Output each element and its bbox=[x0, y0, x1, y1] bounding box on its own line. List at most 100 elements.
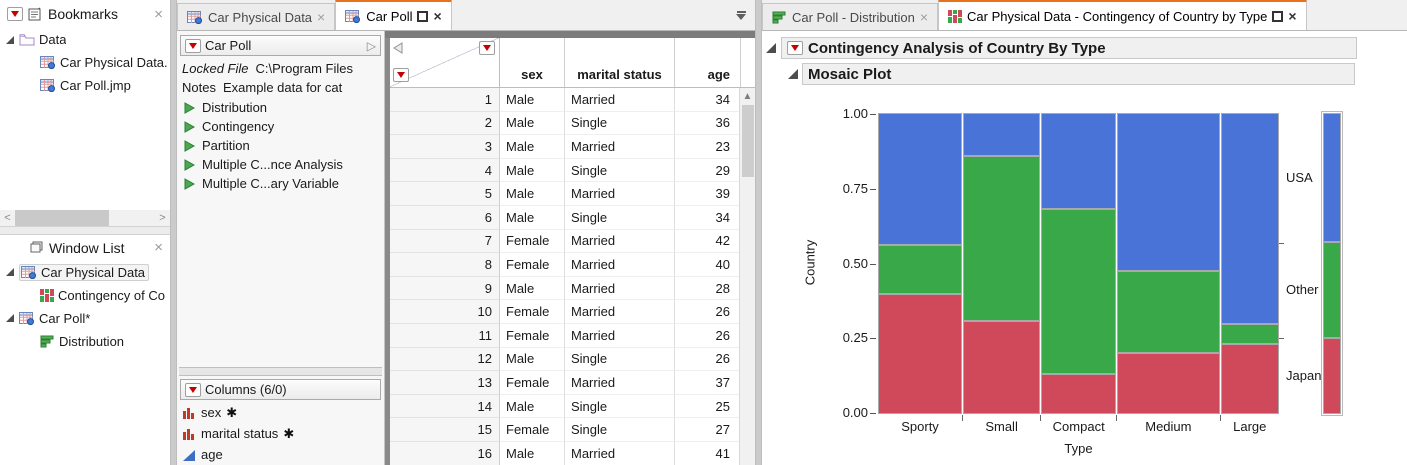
expander-icon[interactable] bbox=[5, 35, 15, 45]
cell-marital-status[interactable]: Single bbox=[565, 111, 675, 136]
run-script-icon[interactable] bbox=[184, 177, 195, 190]
run-script-icon[interactable] bbox=[184, 158, 195, 171]
row-number-cell[interactable]: 10 bbox=[390, 300, 500, 324]
cell-sex[interactable]: Male bbox=[500, 276, 565, 301]
cell-sex[interactable]: Male bbox=[500, 441, 565, 465]
row-number-cell[interactable]: 9 bbox=[390, 276, 500, 301]
mosaic-segment-other-sporty[interactable] bbox=[877, 244, 963, 295]
row-number-cell[interactable]: 7 bbox=[390, 229, 500, 254]
cell-age[interactable]: 28 bbox=[675, 277, 739, 301]
cell-marital-status[interactable]: Married bbox=[565, 371, 675, 395]
cell-marital-status[interactable]: Married bbox=[565, 253, 675, 277]
cell-age[interactable]: 27 bbox=[675, 418, 739, 442]
cell-marital-status[interactable]: Married bbox=[565, 276, 675, 301]
row-number-cell[interactable]: 2 bbox=[390, 111, 500, 136]
close-icon[interactable]: × bbox=[433, 8, 442, 24]
overall-segment-usa[interactable] bbox=[1323, 113, 1341, 242]
cell-sex[interactable]: Female bbox=[500, 418, 565, 442]
report-title-bar[interactable]: Contingency Analysis of Country By Type bbox=[781, 37, 1357, 59]
mosaic-segment-usa-medium[interactable] bbox=[1117, 112, 1220, 272]
window-item[interactable]: Car Physical Data bbox=[0, 261, 170, 284]
columns-menu-button[interactable] bbox=[393, 68, 409, 82]
cell-marital-status[interactable]: Single bbox=[565, 347, 675, 372]
mosaic-segment-usa-compact[interactable] bbox=[1041, 112, 1117, 210]
mosaic-segment-japan-sporty[interactable] bbox=[877, 294, 963, 414]
mosaic-segment-japan-medium[interactable] bbox=[1117, 352, 1220, 414]
cell-age[interactable]: 39 bbox=[675, 182, 739, 206]
cell-sex[interactable]: Male bbox=[500, 394, 565, 419]
row-number-cell[interactable]: 8 bbox=[390, 253, 500, 277]
tree-item-content[interactable]: Contingency of Co bbox=[40, 288, 165, 303]
cell-sex[interactable]: Female bbox=[500, 229, 565, 254]
mosaic-segment-usa-large[interactable] bbox=[1220, 112, 1279, 325]
mosaic-segment-other-medium[interactable] bbox=[1117, 271, 1220, 353]
cell-age[interactable]: 26 bbox=[675, 300, 739, 324]
bookmark-item[interactable]: Car Physical Data. bbox=[0, 51, 170, 74]
scroll-up-icon[interactable]: ▲ bbox=[742, 91, 753, 102]
cell-sex[interactable]: Male bbox=[500, 347, 565, 372]
cell-marital-status[interactable]: Married bbox=[565, 229, 675, 254]
chevron-right-icon[interactable]: ▷ bbox=[366, 38, 376, 53]
right-tab-car-physical-data-contingency-of-country-by-type[interactable]: Car Physical Data - Contingency of Count… bbox=[938, 0, 1307, 30]
cell-sex[interactable]: Female bbox=[500, 300, 565, 324]
row-number-cell[interactable]: 16 bbox=[390, 441, 500, 465]
window-item[interactable]: Car Poll* bbox=[0, 307, 170, 330]
row-number-cell[interactable]: 5 bbox=[390, 182, 500, 206]
cell-age[interactable]: 34 bbox=[675, 88, 739, 112]
expander-icon[interactable] bbox=[5, 267, 15, 277]
column-list-item[interactable]: marital status ✱ bbox=[179, 423, 382, 444]
table-script[interactable]: Contingency bbox=[179, 117, 382, 136]
tree-item-content[interactable]: Car Physical Data bbox=[19, 263, 150, 281]
mosaic-segment-other-large[interactable] bbox=[1220, 324, 1279, 345]
column-list-item[interactable]: sex ✱ bbox=[179, 402, 382, 423]
grid-vscrollbar[interactable]: ▲ bbox=[739, 88, 755, 465]
column-header-sex[interactable]: sex bbox=[500, 38, 565, 87]
report-menu-button[interactable] bbox=[787, 41, 803, 55]
cell-age[interactable]: 42 bbox=[675, 230, 739, 254]
cell-sex[interactable]: Male bbox=[500, 182, 565, 206]
cell-sex[interactable]: Male bbox=[500, 88, 565, 112]
close-icon[interactable]: × bbox=[1288, 8, 1297, 24]
cell-age[interactable]: 36 bbox=[675, 112, 739, 136]
close-icon[interactable]: × bbox=[154, 5, 163, 23]
rows-menu-button[interactable] bbox=[479, 41, 495, 55]
table-script[interactable]: Distribution bbox=[179, 98, 382, 117]
disclosure-icon[interactable] bbox=[788, 69, 798, 79]
tree-item-content[interactable]: Car Poll.jmp bbox=[40, 78, 131, 93]
maximize-icon[interactable] bbox=[1272, 10, 1284, 22]
overall-segment-other[interactable] bbox=[1323, 241, 1341, 339]
run-script-icon[interactable] bbox=[184, 120, 195, 133]
scroll-left-icon[interactable]: < bbox=[4, 211, 11, 224]
bookmark-item[interactable]: Data bbox=[0, 28, 170, 51]
panel-divider[interactable] bbox=[179, 367, 382, 376]
mosaic-segment-other-compact[interactable] bbox=[1041, 209, 1117, 374]
cell-age[interactable]: 37 bbox=[675, 371, 739, 395]
cell-age[interactable]: 25 bbox=[675, 395, 739, 419]
cell-marital-status[interactable]: Married bbox=[565, 300, 675, 324]
mosaic-segment-japan-large[interactable] bbox=[1220, 344, 1279, 414]
center-tab-car-poll[interactable]: Car Poll × bbox=[335, 0, 452, 30]
cell-sex[interactable]: Male bbox=[500, 111, 565, 136]
cell-age[interactable]: 26 bbox=[675, 348, 739, 372]
row-number-cell[interactable]: 13 bbox=[390, 371, 500, 395]
column-list-item[interactable]: age bbox=[179, 444, 382, 465]
disclosure-icon[interactable] bbox=[766, 43, 776, 53]
mosaic-segment-usa-sporty[interactable] bbox=[877, 113, 963, 245]
cell-marital-status[interactable]: Married bbox=[565, 135, 675, 159]
scroll-right-icon[interactable]: > bbox=[159, 211, 166, 224]
column-header-marital-status[interactable]: marital status bbox=[565, 38, 675, 87]
cell-marital-status[interactable]: Married bbox=[565, 441, 675, 465]
tab-overflow-icon[interactable] bbox=[736, 10, 746, 20]
panel-divider[interactable] bbox=[0, 225, 170, 235]
cell-sex[interactable]: Male bbox=[500, 135, 565, 159]
close-icon[interactable]: × bbox=[919, 9, 929, 25]
cell-marital-status[interactable]: Single bbox=[565, 158, 675, 183]
mosaic-segment-other-small[interactable] bbox=[963, 156, 1041, 321]
cell-age[interactable]: 34 bbox=[675, 206, 739, 230]
bookmark-item[interactable]: Car Poll.jmp bbox=[0, 74, 170, 97]
grid-corner-cell[interactable] bbox=[390, 38, 500, 87]
window-item[interactable]: Distribution bbox=[0, 330, 170, 353]
maximize-icon[interactable] bbox=[417, 10, 429, 22]
columns-menu-button[interactable] bbox=[185, 382, 201, 397]
cell-marital-status[interactable]: Single bbox=[565, 418, 675, 442]
